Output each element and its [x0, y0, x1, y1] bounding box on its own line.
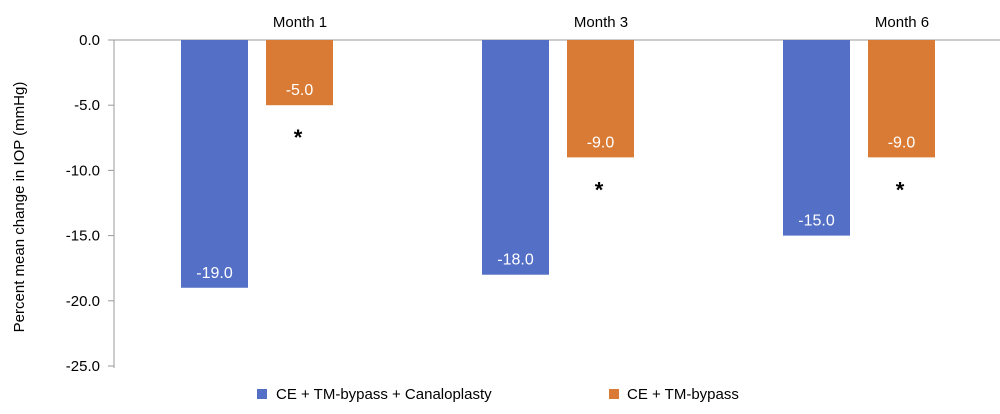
legend-swatch — [609, 389, 619, 399]
legend-label: CE + TM-bypass — [627, 386, 739, 403]
bar — [266, 40, 333, 106]
bar — [868, 40, 935, 158]
data-label: -9.0 — [888, 134, 916, 151]
category-labels: Month 1 Month 3 Month 6 — [273, 14, 929, 31]
category-label: Month 3 — [574, 14, 628, 31]
category-label: Month 6 — [875, 14, 929, 31]
data-label: -5.0 — [286, 82, 314, 99]
significance-marker: * — [294, 125, 303, 150]
significance-marker: * — [896, 177, 905, 202]
y-tick-label: 0.0 — [79, 32, 100, 49]
data-label: -15.0 — [798, 213, 835, 230]
category-label: Month 1 — [273, 14, 327, 31]
bar — [482, 40, 549, 275]
bar — [567, 40, 634, 158]
bars: -19.0 -18.0 -15.0 -5.0 * -9.0 * -9.0 * — [181, 40, 935, 288]
data-label: -19.0 — [196, 265, 233, 282]
legend-label: CE + TM-bypass + Canaloplasty — [276, 386, 492, 403]
y-tick-label: -15.0 — [66, 228, 100, 245]
y-axis-title: Percent mean change in IOP (mmHg) — [11, 82, 28, 333]
bar — [181, 40, 248, 288]
y-tick-label: -5.0 — [74, 97, 100, 114]
y-tick-label: -20.0 — [66, 293, 100, 310]
significance-marker: * — [595, 177, 604, 202]
data-label: -9.0 — [587, 134, 615, 151]
legend: CE + TM-bypass + Canaloplasty CE + TM-byp… — [257, 386, 739, 403]
y-tick-label: -10.0 — [66, 162, 100, 179]
y-tick-label: -25.0 — [66, 358, 100, 375]
bar — [783, 40, 850, 236]
legend-swatch — [257, 389, 267, 399]
y-ticks: 0.0 -5.0 -10.0 -15.0 -20.0 -25.0 — [66, 32, 114, 375]
data-label: -18.0 — [497, 252, 534, 269]
